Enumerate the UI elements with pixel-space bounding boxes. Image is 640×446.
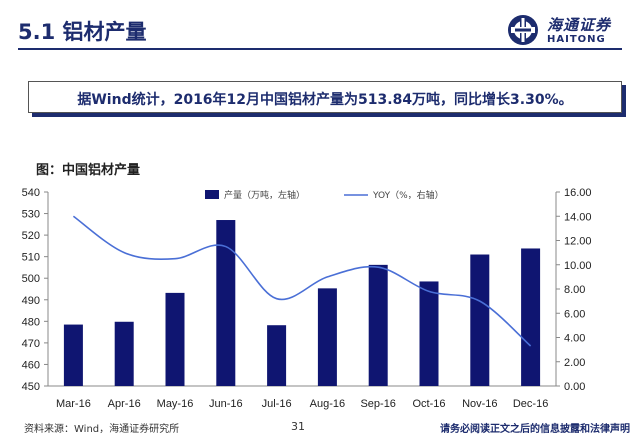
- logo-english-text: HAITONG: [547, 34, 606, 45]
- right-tick-label: 0.00: [564, 381, 585, 393]
- footer-disclaimer: 请务必阅读正文之后的信息披露和法律声明: [440, 424, 630, 435]
- left-tick-label: 500: [22, 273, 40, 285]
- data-bar: [63, 324, 83, 386]
- x-tick-label: Jun-16: [209, 398, 243, 410]
- summary-box: 据Wind统计，2016年12月中国铝材产量为513.84万吨，同比增长3.30…: [28, 81, 622, 113]
- yoy-series-line: [72, 215, 532, 347]
- left-tick-label: 530: [22, 209, 40, 221]
- page-number: 31: [291, 420, 305, 433]
- right-tick-label: 16.00: [564, 187, 592, 199]
- slide-title: 5.1 铝材产量: [18, 20, 147, 44]
- data-bar: [216, 220, 236, 386]
- legend-line-label: YOY（%，右轴）: [372, 189, 444, 201]
- data-bar: [114, 321, 134, 386]
- company-logo: 海通证券 HAITONG: [507, 12, 627, 50]
- x-tick-label: May-16: [157, 398, 194, 410]
- left-tick-label: 460: [22, 359, 40, 371]
- logo-chinese-text: 海通证券: [547, 16, 612, 34]
- haitong-logo-icon: [508, 15, 538, 45]
- left-tick-label: 450: [22, 381, 40, 393]
- aluminum-output-chart: 450 460 470 480 490 500 510 520 530 540 0.00 2.00 4.…: [22, 187, 592, 410]
- left-tick-label: 480: [22, 316, 40, 328]
- left-tick-label: 540: [22, 187, 40, 199]
- data-bar: [419, 281, 439, 386]
- x-tick-label: Dec-16: [513, 398, 548, 410]
- data-bar: [521, 248, 541, 386]
- x-tick-label: Oct-16: [412, 398, 445, 410]
- right-tick-label: 6.00: [564, 308, 585, 320]
- data-bar: [317, 288, 337, 386]
- x-tick-label: Mar-16: [56, 398, 91, 410]
- x-tick-label: Apr-16: [108, 398, 141, 410]
- left-tick-label: 510: [22, 252, 40, 264]
- figure-label: 图：中国铝材产量: [36, 163, 141, 178]
- right-tick-label: 2.00: [564, 357, 585, 369]
- left-tick-label: 520: [22, 230, 40, 242]
- right-tick-label: 10.00: [564, 260, 592, 272]
- footer-source: 资料来源：Wind，海通证券研究所: [24, 424, 180, 435]
- legend-bar-swatch: [205, 190, 219, 199]
- x-tick-label: Aug-16: [310, 398, 345, 410]
- right-tick-label: 14.00: [564, 211, 592, 223]
- right-tick-label: 4.00: [564, 333, 585, 345]
- x-tick-label: Nov-16: [462, 398, 497, 410]
- right-tick-label: 8.00: [564, 284, 585, 296]
- legend-bar-label: 产量（万吨，左轴）: [224, 189, 305, 201]
- left-tick-label: 470: [22, 338, 40, 350]
- data-bar: [368, 264, 388, 386]
- data-bar: [165, 292, 185, 386]
- data-bar: [470, 254, 490, 386]
- left-tick-label: 490: [22, 295, 40, 307]
- data-bar: [267, 325, 287, 386]
- x-tick-label: Jul-16: [262, 398, 292, 410]
- summary-text: 据Wind统计，2016年12月中国铝材产量为513.84万吨，同比增长3.30…: [77, 92, 573, 108]
- x-tick-label: Sep-16: [360, 398, 395, 410]
- right-tick-label: 12.00: [564, 236, 592, 248]
- title-divider: [18, 48, 622, 50]
